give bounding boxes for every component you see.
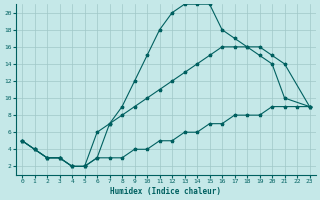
X-axis label: Humidex (Indice chaleur): Humidex (Indice chaleur) [110,187,221,196]
